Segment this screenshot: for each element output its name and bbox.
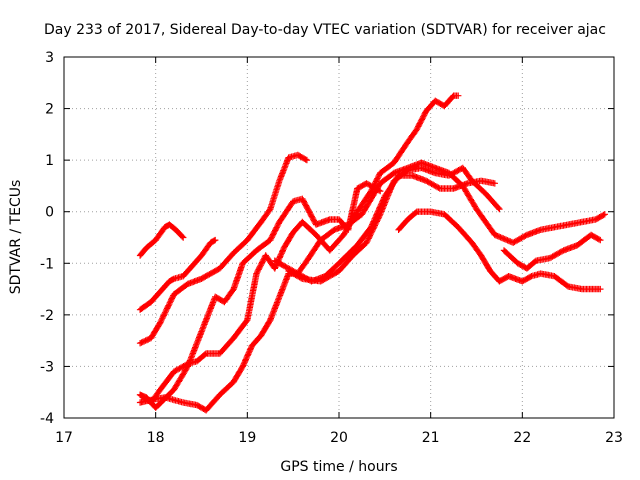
y-tick-label: -4 bbox=[40, 411, 54, 427]
series-arc-9-markers bbox=[395, 208, 604, 293]
series-arc-5 bbox=[136, 172, 498, 414]
y-tick-label: 2 bbox=[45, 102, 54, 118]
x-axis-label: GPS time / hours bbox=[280, 459, 397, 475]
data-series bbox=[136, 92, 608, 414]
series-arc-8-markers bbox=[285, 164, 503, 285]
y-tick-label: -2 bbox=[40, 308, 54, 324]
x-tick-label: 19 bbox=[238, 430, 256, 446]
x-tick-label: 23 bbox=[605, 430, 623, 446]
series-arc-1 bbox=[136, 221, 187, 259]
series-arc-3 bbox=[136, 151, 311, 347]
y-axis-label: SDTVAR / TECUs bbox=[8, 180, 24, 295]
y-tick-label: 0 bbox=[45, 205, 54, 221]
x-tick-label: 20 bbox=[330, 430, 348, 446]
series-arc-6-markers bbox=[136, 92, 462, 406]
x-tick-label: 22 bbox=[513, 430, 531, 446]
y-tick-label: 3 bbox=[45, 50, 54, 66]
series-arc-5-markers bbox=[136, 172, 498, 414]
series-arc-8 bbox=[285, 164, 503, 285]
x-tick-label: 18 bbox=[147, 430, 165, 446]
y-tick-label: 1 bbox=[45, 153, 54, 169]
y-tick-label: -3 bbox=[40, 359, 54, 375]
chart-title: Day 233 of 2017, Sidereal Day-to-day VTE… bbox=[44, 22, 606, 38]
series-arc-10-markers bbox=[500, 231, 604, 272]
x-tick-label: 21 bbox=[422, 430, 440, 446]
series-arc-1-markers bbox=[136, 221, 187, 259]
series-arc-2 bbox=[136, 236, 219, 313]
series-arc-10 bbox=[500, 231, 604, 272]
series-arc-9 bbox=[395, 208, 604, 293]
series-arc-3-markers bbox=[136, 151, 311, 347]
x-tick-label: 17 bbox=[55, 430, 73, 446]
series-arc-2-markers bbox=[136, 236, 219, 313]
y-tick-label: -1 bbox=[40, 256, 54, 272]
series-arc-6 bbox=[136, 92, 462, 406]
